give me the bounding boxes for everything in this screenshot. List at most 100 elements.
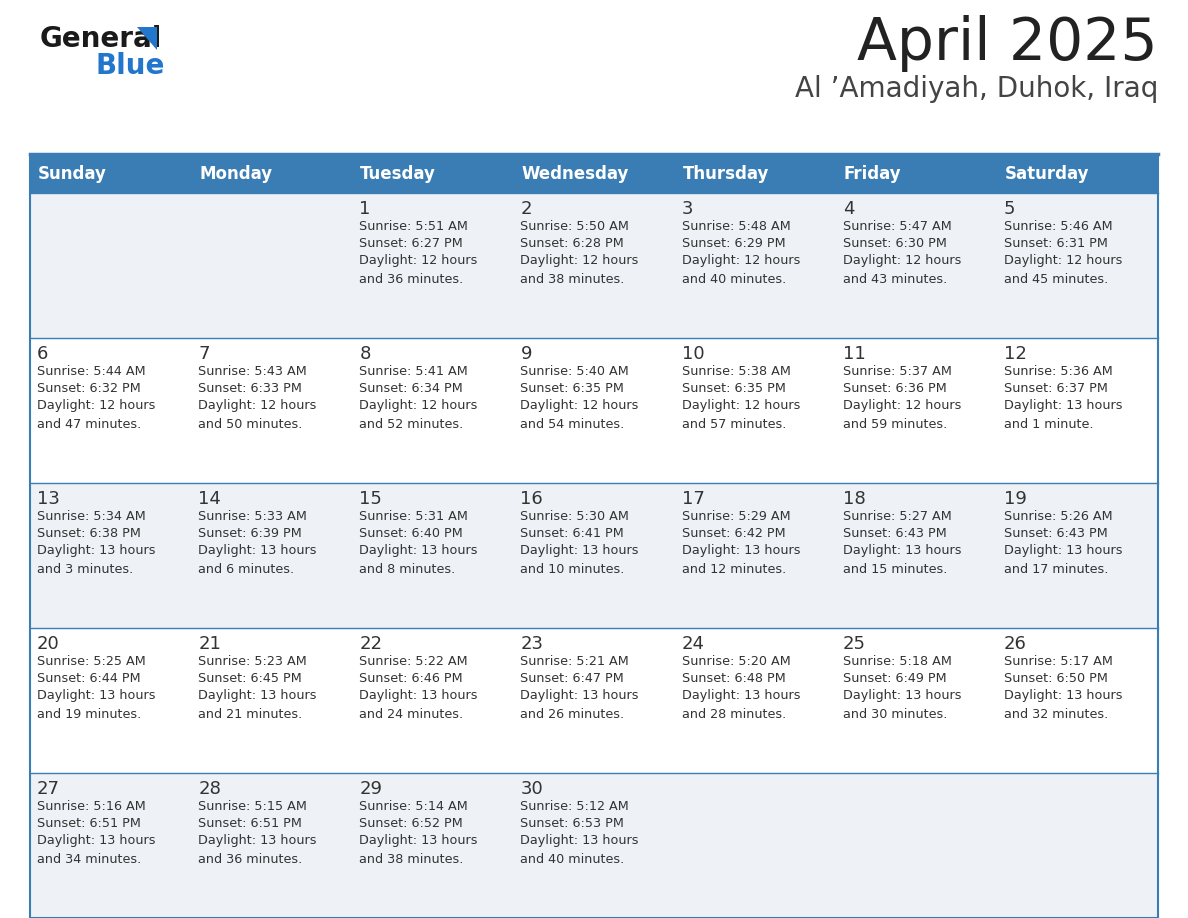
Bar <box>353 773 513 918</box>
Text: Daylight: 13 hours
and 12 minutes.: Daylight: 13 hours and 12 minutes. <box>682 544 800 576</box>
Text: 29: 29 <box>359 780 383 798</box>
Text: 3: 3 <box>682 200 693 218</box>
Text: Sunrise: 5:37 AM: Sunrise: 5:37 AM <box>842 365 952 378</box>
Text: Sunrise: 5:34 AM: Sunrise: 5:34 AM <box>37 510 146 523</box>
Text: Sunset: 6:35 PM: Sunset: 6:35 PM <box>520 382 625 395</box>
Bar <box>997 338 1158 483</box>
Bar <box>835 773 997 918</box>
Text: Sunrise: 5:26 AM: Sunrise: 5:26 AM <box>1004 510 1112 523</box>
Text: Daylight: 13 hours
and 36 minutes.: Daylight: 13 hours and 36 minutes. <box>198 834 317 866</box>
Bar <box>30 155 191 193</box>
Text: Sunset: 6:40 PM: Sunset: 6:40 PM <box>359 527 463 540</box>
Bar <box>513 338 675 483</box>
Text: 6: 6 <box>37 345 49 363</box>
Text: Sunset: 6:43 PM: Sunset: 6:43 PM <box>842 527 947 540</box>
Bar <box>835 628 997 773</box>
Bar <box>675 338 835 483</box>
Bar <box>30 338 191 483</box>
Bar <box>997 628 1158 773</box>
Text: Sunrise: 5:16 AM: Sunrise: 5:16 AM <box>37 800 146 813</box>
Text: Daylight: 13 hours
and 15 minutes.: Daylight: 13 hours and 15 minutes. <box>842 544 961 576</box>
Bar <box>835 155 997 193</box>
Bar <box>835 193 997 338</box>
Text: Sunrise: 5:36 AM: Sunrise: 5:36 AM <box>1004 365 1113 378</box>
Text: Sunset: 6:32 PM: Sunset: 6:32 PM <box>37 382 140 395</box>
Text: Daylight: 13 hours
and 8 minutes.: Daylight: 13 hours and 8 minutes. <box>359 544 478 576</box>
Text: Sunset: 6:38 PM: Sunset: 6:38 PM <box>37 527 141 540</box>
Text: Daylight: 12 hours
and 36 minutes.: Daylight: 12 hours and 36 minutes. <box>359 254 478 286</box>
Text: 19: 19 <box>1004 490 1026 508</box>
Text: Sunrise: 5:44 AM: Sunrise: 5:44 AM <box>37 365 146 378</box>
Text: Sunrise: 5:31 AM: Sunrise: 5:31 AM <box>359 510 468 523</box>
Text: 18: 18 <box>842 490 866 508</box>
Text: April 2025: April 2025 <box>858 15 1158 72</box>
Text: Daylight: 12 hours
and 43 minutes.: Daylight: 12 hours and 43 minutes. <box>842 254 961 286</box>
Text: Sunrise: 5:38 AM: Sunrise: 5:38 AM <box>682 365 790 378</box>
Text: Daylight: 13 hours
and 19 minutes.: Daylight: 13 hours and 19 minutes. <box>37 689 156 721</box>
Text: Sunrise: 5:41 AM: Sunrise: 5:41 AM <box>359 365 468 378</box>
Text: Sunset: 6:43 PM: Sunset: 6:43 PM <box>1004 527 1107 540</box>
Text: Sunset: 6:48 PM: Sunset: 6:48 PM <box>682 672 785 685</box>
Bar <box>675 155 835 193</box>
Text: Sunrise: 5:43 AM: Sunrise: 5:43 AM <box>198 365 307 378</box>
Text: Sunset: 6:31 PM: Sunset: 6:31 PM <box>1004 237 1107 250</box>
Text: Wednesday: Wednesday <box>522 165 628 183</box>
Text: 22: 22 <box>359 635 383 653</box>
Text: Sunset: 6:37 PM: Sunset: 6:37 PM <box>1004 382 1107 395</box>
Text: Sunset: 6:41 PM: Sunset: 6:41 PM <box>520 527 624 540</box>
Text: Sunrise: 5:27 AM: Sunrise: 5:27 AM <box>842 510 952 523</box>
Bar <box>513 155 675 193</box>
Text: 20: 20 <box>37 635 59 653</box>
Text: Friday: Friday <box>843 165 902 183</box>
Text: Sunrise: 5:21 AM: Sunrise: 5:21 AM <box>520 655 630 668</box>
Text: Sunset: 6:33 PM: Sunset: 6:33 PM <box>198 382 302 395</box>
Text: Sunrise: 5:51 AM: Sunrise: 5:51 AM <box>359 220 468 233</box>
Text: Sunrise: 5:33 AM: Sunrise: 5:33 AM <box>198 510 307 523</box>
Text: Sunset: 6:44 PM: Sunset: 6:44 PM <box>37 672 140 685</box>
Text: Blue: Blue <box>96 52 165 80</box>
Text: Sunrise: 5:30 AM: Sunrise: 5:30 AM <box>520 510 630 523</box>
Text: Tuesday: Tuesday <box>360 165 436 183</box>
Text: 14: 14 <box>198 490 221 508</box>
Bar <box>30 483 191 628</box>
Bar <box>513 628 675 773</box>
Text: Daylight: 12 hours
and 40 minutes.: Daylight: 12 hours and 40 minutes. <box>682 254 800 286</box>
Text: 23: 23 <box>520 635 543 653</box>
Text: Sunset: 6:28 PM: Sunset: 6:28 PM <box>520 237 624 250</box>
Text: Sunset: 6:39 PM: Sunset: 6:39 PM <box>198 527 302 540</box>
Text: 21: 21 <box>198 635 221 653</box>
Text: Sunset: 6:36 PM: Sunset: 6:36 PM <box>842 382 947 395</box>
Text: Sunrise: 5:25 AM: Sunrise: 5:25 AM <box>37 655 146 668</box>
Text: 15: 15 <box>359 490 383 508</box>
Text: Daylight: 13 hours
and 10 minutes.: Daylight: 13 hours and 10 minutes. <box>520 544 639 576</box>
Text: Daylight: 12 hours
and 50 minutes.: Daylight: 12 hours and 50 minutes. <box>198 399 316 431</box>
Bar <box>997 773 1158 918</box>
Text: General: General <box>40 25 163 53</box>
Text: Sunset: 6:52 PM: Sunset: 6:52 PM <box>359 817 463 830</box>
Bar <box>353 155 513 193</box>
Bar <box>353 628 513 773</box>
Text: Sunset: 6:35 PM: Sunset: 6:35 PM <box>682 382 785 395</box>
Bar <box>191 193 353 338</box>
Text: Daylight: 13 hours
and 38 minutes.: Daylight: 13 hours and 38 minutes. <box>359 834 478 866</box>
Text: 8: 8 <box>359 345 371 363</box>
Text: 26: 26 <box>1004 635 1026 653</box>
Text: Sunrise: 5:15 AM: Sunrise: 5:15 AM <box>198 800 307 813</box>
Text: Sunset: 6:45 PM: Sunset: 6:45 PM <box>198 672 302 685</box>
Text: 10: 10 <box>682 345 704 363</box>
Text: Al ’Amadiyah, Duhok, Iraq: Al ’Amadiyah, Duhok, Iraq <box>795 75 1158 103</box>
Text: Daylight: 13 hours
and 40 minutes.: Daylight: 13 hours and 40 minutes. <box>520 834 639 866</box>
Text: 12: 12 <box>1004 345 1026 363</box>
Bar <box>30 773 191 918</box>
Text: Daylight: 13 hours
and 26 minutes.: Daylight: 13 hours and 26 minutes. <box>520 689 639 721</box>
Text: Sunset: 6:51 PM: Sunset: 6:51 PM <box>37 817 141 830</box>
Bar <box>835 338 997 483</box>
Text: Daylight: 12 hours
and 45 minutes.: Daylight: 12 hours and 45 minutes. <box>1004 254 1123 286</box>
Text: Sunrise: 5:46 AM: Sunrise: 5:46 AM <box>1004 220 1112 233</box>
Text: Sunset: 6:46 PM: Sunset: 6:46 PM <box>359 672 463 685</box>
Text: 16: 16 <box>520 490 543 508</box>
Bar <box>997 193 1158 338</box>
Text: Sunset: 6:47 PM: Sunset: 6:47 PM <box>520 672 624 685</box>
Text: 28: 28 <box>198 780 221 798</box>
Text: Sunrise: 5:48 AM: Sunrise: 5:48 AM <box>682 220 790 233</box>
